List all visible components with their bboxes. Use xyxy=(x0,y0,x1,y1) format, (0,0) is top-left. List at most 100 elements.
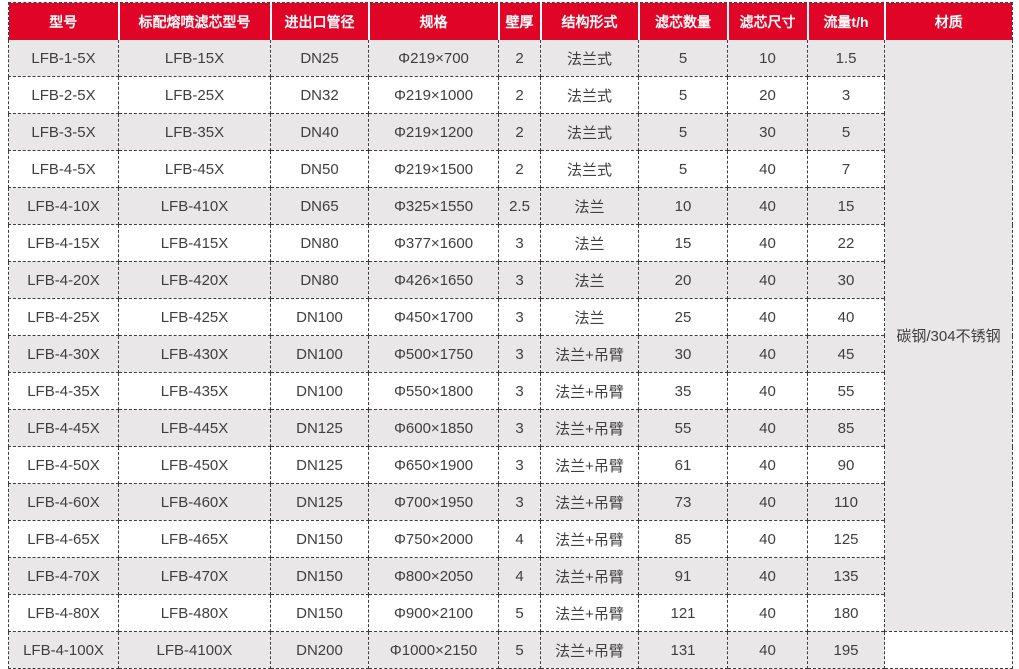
spec-cell: Φ219×1000 xyxy=(368,76,499,114)
header-row: 型号 标配熔喷滤芯型号 进出口管径 规格 壁厚 结构形式 滤芯数量 滤芯尺寸 流… xyxy=(8,2,1013,40)
cartridge-qty-cell: 55 xyxy=(638,409,728,447)
model-cell: LFB-3-5X xyxy=(8,113,119,151)
cartridge-size-cell: 20 xyxy=(727,76,808,114)
wall-thickness-cell: 3 xyxy=(498,261,541,299)
cartridge-qty-cell: 25 xyxy=(638,298,728,336)
cartridge-qty-cell: 91 xyxy=(638,557,728,595)
table-row: LFB-3-5X LFB-35X DN40 Φ219×1200 2 法兰式 5 30 5 xyxy=(8,113,1013,151)
model-cell: LFB-4-80X xyxy=(8,594,119,632)
cartridge-qty-cell: 15 xyxy=(638,224,728,262)
cartridge-model-cell: LFB-415X xyxy=(118,224,271,262)
pipe-diameter-cell: DN100 xyxy=(270,372,369,410)
pipe-diameter-cell: DN200 xyxy=(270,631,369,669)
product-spec-table: 型号 标配熔喷滤芯型号 进出口管径 规格 壁厚 结构形式 滤芯数量 滤芯尺寸 流… xyxy=(8,2,1013,669)
model-cell: LFB-4-5X xyxy=(8,150,119,188)
structure-cell: 法兰 xyxy=(540,187,639,225)
cartridge-model-cell: LFB-445X xyxy=(118,409,271,447)
col-header-flow-rate: 流量t/h xyxy=(806,2,885,40)
cartridge-qty-cell: 10 xyxy=(638,187,728,225)
flow-rate-cell: 22 xyxy=(807,224,885,262)
flow-rate-cell: 90 xyxy=(807,446,885,484)
pipe-diameter-cell: DN125 xyxy=(270,446,369,484)
wall-thickness-cell: 3 xyxy=(498,224,541,262)
cartridge-model-cell: LFB-435X xyxy=(118,372,271,410)
spec-cell: Φ900×2100 xyxy=(368,594,499,632)
product-spec-table-container: 型号 标配熔喷滤芯型号 进出口管径 规格 壁厚 结构形式 滤芯数量 滤芯尺寸 流… xyxy=(8,2,1013,669)
table-row: LFB-4-70X LFB-470X DN150 Φ800×2050 4 法兰+吊臂 91 4… xyxy=(8,557,1013,595)
structure-cell: 法兰 xyxy=(540,298,639,336)
material-empty-cell xyxy=(884,631,1013,669)
spec-cell: Φ550×1800 xyxy=(368,372,499,410)
table-row: LFB-4-10X LFB-410X DN65 Φ325×1550 2.5 法兰 10 40 1… xyxy=(8,187,1013,225)
cartridge-model-cell: LFB-450X xyxy=(118,446,271,484)
pipe-diameter-cell: DN65 xyxy=(270,187,369,225)
cartridge-size-cell: 30 xyxy=(727,113,808,151)
spec-cell: Φ377×1600 xyxy=(368,224,499,262)
col-header-wall-thickness: 壁厚 xyxy=(497,2,541,40)
cartridge-size-cell: 40 xyxy=(727,224,808,262)
spec-cell: Φ700×1950 xyxy=(368,483,499,521)
model-cell: LFB-4-20X xyxy=(8,261,119,299)
wall-thickness-cell: 4 xyxy=(498,557,541,595)
cartridge-size-cell: 40 xyxy=(727,409,808,447)
table-row: LFB-4-25X LFB-425X DN100 Φ450×1700 3 法兰 25 40 40 xyxy=(8,298,1013,336)
table-row: LFB-4-20X LFB-420X DN80 Φ426×1650 3 法兰 20 40 30 xyxy=(8,261,1013,299)
structure-cell: 法兰 xyxy=(540,261,639,299)
spec-cell: Φ325×1550 xyxy=(368,187,499,225)
wall-thickness-cell: 3 xyxy=(498,298,541,336)
flow-rate-cell: 45 xyxy=(807,335,885,373)
pipe-diameter-cell: DN125 xyxy=(270,409,369,447)
model-cell: LFB-2-5X xyxy=(8,76,119,114)
structure-cell: 法兰+吊臂 xyxy=(540,335,639,373)
structure-cell: 法兰式 xyxy=(540,76,639,114)
cartridge-size-cell: 40 xyxy=(727,446,808,484)
model-cell: LFB-4-50X xyxy=(8,446,119,484)
table-row: LFB-4-50X LFB-450X DN125 Φ650×1900 3 法兰+吊臂 61 4… xyxy=(8,446,1013,484)
wall-thickness-cell: 3 xyxy=(498,335,541,373)
table-row: LFB-4-60X LFB-460X DN125 Φ700×1950 3 法兰+吊臂 73 4… xyxy=(8,483,1013,521)
flow-rate-cell: 125 xyxy=(807,520,885,558)
structure-cell: 法兰+吊臂 xyxy=(540,520,639,558)
cartridge-qty-cell: 5 xyxy=(638,40,728,77)
pipe-diameter-cell: DN40 xyxy=(270,113,369,151)
wall-thickness-cell: 3 xyxy=(498,372,541,410)
model-cell: LFB-4-100X xyxy=(8,631,119,669)
wall-thickness-cell: 3 xyxy=(498,409,541,447)
cartridge-model-cell: LFB-420X xyxy=(118,261,271,299)
pipe-diameter-cell: DN80 xyxy=(270,261,369,299)
material-merged-cell: 碳钢/304不锈钢 xyxy=(884,40,1013,632)
cartridge-model-cell: LFB-465X xyxy=(118,520,271,558)
cartridge-size-cell: 40 xyxy=(727,150,808,188)
model-cell: LFB-4-60X xyxy=(8,483,119,521)
spec-cell: Φ600×1850 xyxy=(368,409,499,447)
cartridge-size-cell: 40 xyxy=(727,594,808,632)
spec-cell: Φ800×2050 xyxy=(368,557,499,595)
cartridge-qty-cell: 30 xyxy=(638,335,728,373)
col-header-pipe-diameter: 进出口管径 xyxy=(269,2,369,40)
spec-cell: Φ219×1200 xyxy=(368,113,499,151)
table-row: LFB-4-5X LFB-45X DN50 Φ219×1500 2 法兰式 5 40 7 xyxy=(8,150,1013,188)
col-header-material: 材质 xyxy=(883,2,1013,40)
structure-cell: 法兰+吊臂 xyxy=(540,409,639,447)
flow-rate-cell: 110 xyxy=(807,483,885,521)
flow-rate-cell: 55 xyxy=(807,372,885,410)
table-row: LFB-4-35X LFB-435X DN100 Φ550×1800 3 法兰+吊臂 35 4… xyxy=(8,372,1013,410)
spec-cell: Φ500×1750 xyxy=(368,335,499,373)
structure-cell: 法兰+吊臂 xyxy=(540,631,639,669)
cartridge-size-cell: 40 xyxy=(727,187,808,225)
pipe-diameter-cell: DN125 xyxy=(270,483,369,521)
table-row: LFB-4-80X LFB-480X DN150 Φ900×2100 5 法兰+吊臂 121… xyxy=(8,594,1013,632)
cartridge-model-cell: LFB-425X xyxy=(118,298,271,336)
spec-cell: Φ1000×2150 xyxy=(368,631,499,669)
pipe-diameter-cell: DN100 xyxy=(270,335,369,373)
cartridge-size-cell: 40 xyxy=(727,298,808,336)
pipe-diameter-cell: DN25 xyxy=(270,40,369,77)
model-cell: LFB-4-45X xyxy=(8,409,119,447)
wall-thickness-cell: 2.5 xyxy=(498,187,541,225)
flow-rate-cell: 180 xyxy=(807,594,885,632)
cartridge-model-cell: LFB-460X xyxy=(118,483,271,521)
table-row: LFB-4-65X LFB-465X DN150 Φ750×2000 4 法兰+吊臂 85 4… xyxy=(8,520,1013,558)
wall-thickness-cell: 5 xyxy=(498,594,541,632)
wall-thickness-cell: 2 xyxy=(498,113,541,151)
cartridge-model-cell: LFB-470X xyxy=(118,557,271,595)
